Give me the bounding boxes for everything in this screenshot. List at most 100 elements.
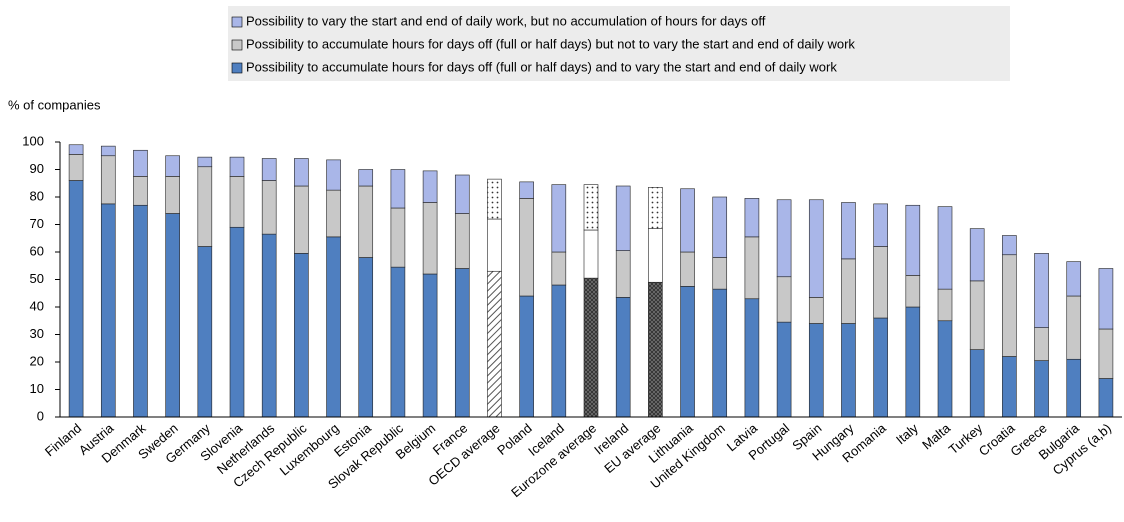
y-tick-label: 90	[30, 161, 44, 176]
legend-label: Possibility to accumulate hours for days…	[246, 59, 837, 74]
bar-segment	[1098, 378, 1114, 418]
legend-label: Possibility to accumulate hours for days…	[246, 36, 855, 51]
bar-segment	[937, 206, 953, 290]
bar-segment	[841, 323, 856, 418]
bar-segment	[68, 144, 84, 155]
bar-segment	[390, 207, 406, 268]
bar-segment	[808, 297, 824, 324]
bar-segment	[519, 295, 534, 418]
bar-segment	[358, 185, 374, 258]
bar-segment	[422, 170, 438, 203]
bar-segment	[776, 276, 792, 323]
bar-segment	[100, 145, 116, 157]
bar-segment	[261, 180, 277, 235]
bar-segment	[873, 246, 888, 319]
bar-segment	[422, 273, 438, 418]
y-tick-label: 80	[30, 188, 44, 203]
bar-segment	[390, 266, 406, 418]
bar-segment	[648, 228, 663, 283]
bar-segment	[808, 199, 824, 298]
bar-segment	[905, 306, 921, 418]
bar-segment	[551, 251, 567, 286]
bar-segment	[1066, 295, 1082, 360]
bar-segment	[519, 181, 534, 199]
bar-segment	[583, 229, 599, 279]
y-tick-label: 40	[30, 298, 44, 313]
legend-label: Possibility to vary the start and end of…	[246, 13, 766, 28]
bar-segment	[583, 184, 599, 231]
x-tick-label: Italy	[893, 420, 921, 447]
bar-segment	[326, 159, 341, 191]
bar-segment	[1002, 356, 1017, 418]
bar-segment	[229, 156, 245, 177]
y-tick-label: 20	[30, 353, 44, 368]
bar-segment	[100, 155, 116, 205]
bar-segment	[487, 178, 502, 220]
bar-segment	[680, 188, 695, 253]
bar-segment	[1066, 358, 1082, 418]
bar-segment	[744, 236, 760, 300]
bar-segment	[165, 213, 180, 418]
bar-segment	[808, 323, 824, 418]
bar-segment	[551, 184, 567, 253]
bar-segment	[1034, 253, 1049, 328]
bar-segment	[197, 156, 213, 168]
bar-segment	[197, 166, 213, 247]
bar-segment	[68, 180, 84, 418]
bar-segment	[133, 149, 148, 177]
bar-segment	[744, 298, 760, 418]
bar-segment	[1098, 328, 1114, 379]
bar-segment	[712, 257, 728, 290]
bar-segment	[776, 199, 792, 278]
y-tick-label: 30	[30, 326, 44, 341]
bar-segment	[487, 218, 502, 272]
bar-segment	[648, 187, 663, 229]
bar-segment	[358, 257, 374, 418]
bar-segment	[712, 288, 728, 418]
y-tick-label: 100	[22, 133, 44, 148]
bar-segment	[680, 286, 695, 418]
bar-segment	[326, 236, 341, 418]
bar-segment	[358, 169, 374, 187]
bar-segment	[165, 176, 180, 214]
bar-segment	[133, 204, 148, 418]
bar-segment	[744, 198, 760, 238]
bar-segment	[294, 253, 309, 418]
legend-swatch	[231, 39, 243, 51]
bar-segment	[229, 226, 245, 418]
bar-segment	[680, 251, 695, 287]
bar-segment	[294, 185, 309, 254]
bar-segment	[294, 158, 309, 187]
bar-segment	[712, 196, 728, 258]
y-axis-label: % of companies	[8, 97, 101, 112]
bar-segment	[519, 198, 534, 297]
bar-segment	[261, 158, 277, 181]
y-tick-label: 0	[37, 408, 44, 423]
bar-segment	[326, 189, 341, 238]
bar-segment	[1002, 254, 1017, 357]
bar-segment	[841, 202, 856, 260]
bar-segment	[648, 281, 663, 418]
y-tick-label: 10	[30, 381, 44, 396]
bar-segment	[100, 203, 116, 418]
bar-segment	[969, 280, 985, 350]
bar-segment	[1034, 360, 1049, 418]
bar-segment	[1002, 235, 1017, 256]
bar-segment	[422, 202, 438, 275]
bar-segment	[1098, 268, 1114, 330]
bar-segment	[165, 155, 180, 177]
bar-segment	[969, 349, 985, 418]
y-tick-label: 60	[30, 243, 44, 258]
bar-segment	[487, 270, 502, 418]
bar-segment	[969, 228, 985, 282]
y-tick-label: 50	[30, 271, 44, 286]
bar-segment	[261, 233, 277, 418]
bar-segment	[229, 176, 245, 228]
bar-segment	[133, 176, 148, 206]
bar-segment	[615, 250, 631, 298]
bar-segment	[615, 185, 631, 251]
bar-segment	[905, 275, 921, 308]
bar-segment	[873, 203, 888, 247]
bar-segment	[551, 284, 567, 418]
